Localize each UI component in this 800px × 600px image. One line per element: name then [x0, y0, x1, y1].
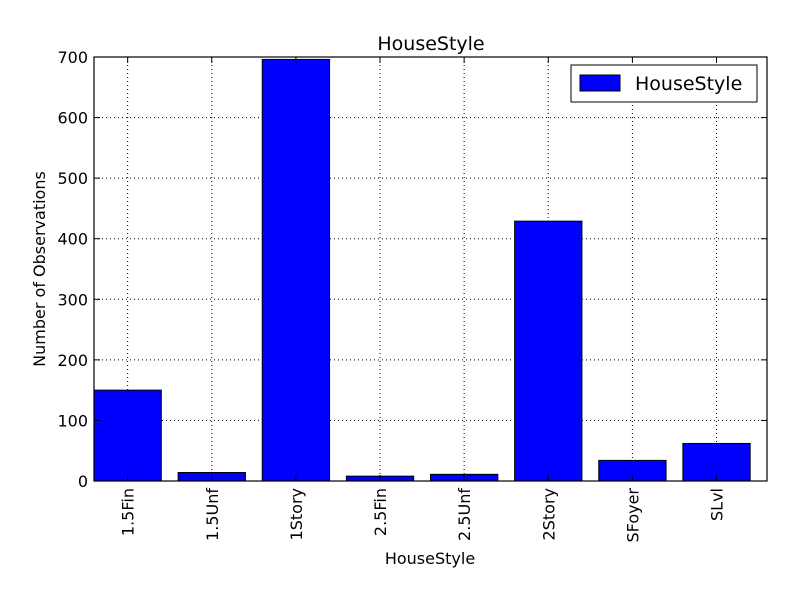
y-tick-label: 100	[57, 411, 88, 430]
x-tick-label: 1.5Fin	[119, 488, 138, 536]
plot-frame	[93, 56, 768, 482]
x-tick-label: 2.5Unf	[455, 488, 474, 541]
x-axis-title: HouseStyle	[385, 549, 475, 568]
x-axis: 1.5Fin 1.5Unf 1Story 2.5Fin 2.5Unf 2Story SFoy…	[119, 57, 727, 542]
x-tick-label: 1Story	[287, 488, 306, 540]
y-tick-label: 700	[57, 48, 88, 67]
x-tick-label: 2.5Fin	[371, 488, 390, 536]
x-tick-label: SLvl	[708, 488, 727, 521]
x-tick-label: SFoyer	[623, 488, 642, 543]
bars	[93, 58, 751, 482]
x-tick-label: 2Story	[539, 488, 558, 540]
bar-1.5Fin	[93, 389, 162, 482]
bar-1Story	[261, 58, 331, 482]
legend-swatch	[579, 74, 621, 92]
y-tick-label: 500	[57, 169, 88, 188]
y-tick-label: 600	[57, 109, 88, 128]
bar-2Story	[514, 220, 583, 482]
y-tick-label: 400	[57, 230, 88, 249]
bar-SLvl	[682, 442, 751, 482]
y-tick-label: 0	[78, 472, 88, 491]
y-tick-label: 200	[57, 351, 88, 370]
x-tick-label: 1.5Unf	[203, 488, 222, 541]
y-axis: 0 100 200 300 400 500 600 700	[57, 48, 767, 491]
y-axis-title: Number of Observations	[30, 171, 49, 367]
legend: HouseStyle	[570, 64, 758, 103]
y-tick-label: 300	[57, 290, 88, 309]
chart-title: HouseStyle	[377, 33, 484, 55]
legend-label: HouseStyle	[635, 73, 742, 95]
